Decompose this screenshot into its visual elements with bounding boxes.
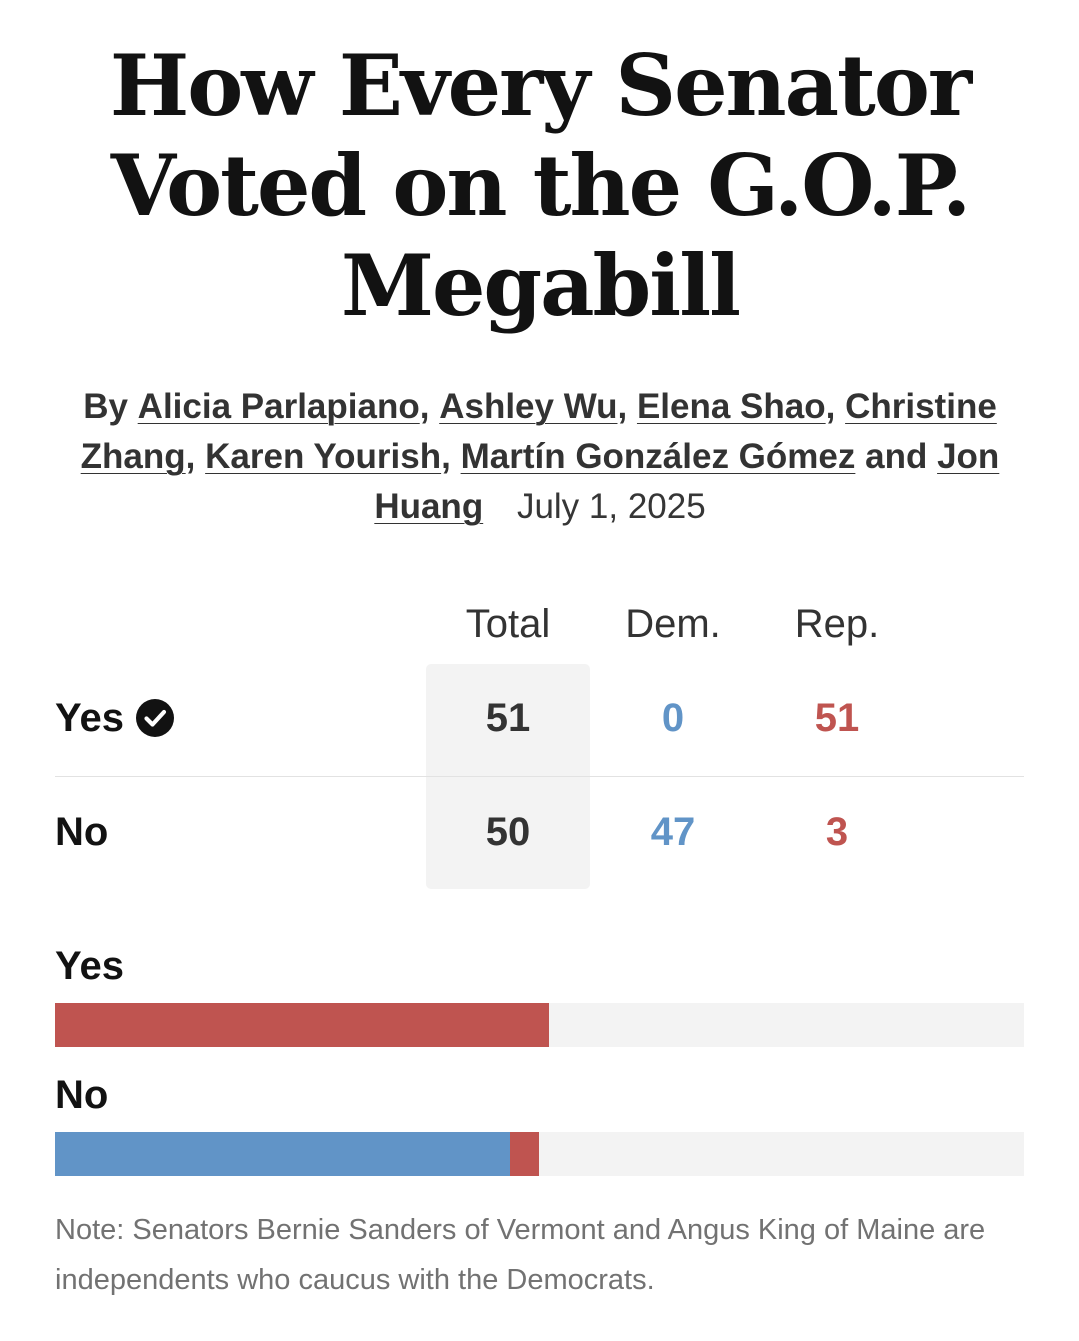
cell-no-rep: 3	[825, 810, 849, 854]
headline: How Every Senator Voted on the G.O.P. Me…	[109, 36, 972, 335]
publish-date: July 1, 2025	[516, 487, 706, 526]
row-label-no-text: No	[55, 810, 109, 854]
byline: By Alicia Parlapiano, Ashley Wu, Elena S…	[80, 387, 1000, 526]
author-link[interactable]: Alicia Parlapiano	[137, 387, 420, 426]
bar-no-rep	[510, 1132, 540, 1176]
author-link[interactable]: Martín González Gómez	[460, 437, 856, 476]
cell-no-total: 50	[485, 810, 531, 854]
row-label-no: No	[55, 808, 108, 856]
bar-label-yes: Yes	[55, 944, 124, 988]
vote-count-table: Total Dem. Rep. Yes 51 0 51 No 50 47 3	[55, 590, 1024, 895]
column-header-dem: Dem.	[625, 602, 721, 646]
bar-track-no	[55, 1132, 1024, 1176]
footnote: Note: Senators Bernie Sanders of Vermont…	[55, 1214, 986, 1296]
column-header-rep: Rep.	[794, 602, 880, 646]
bar-no-dem	[55, 1132, 511, 1176]
row-divider	[55, 776, 1024, 777]
column-header-total: Total	[465, 602, 551, 646]
cell-yes-rep: 51	[814, 696, 860, 740]
byline-conjunction: and	[865, 437, 928, 476]
author-link[interactable]: Jon Huang	[374, 437, 1000, 526]
check-circle-icon	[135, 699, 174, 737]
cell-yes-dem: 0	[661, 696, 685, 740]
author-link[interactable]: Elena Shao	[636, 387, 826, 426]
byline-prefix: By	[83, 387, 128, 426]
author-link[interactable]: Karen Yourish	[205, 437, 442, 476]
cell-no-dem: 47	[650, 810, 696, 854]
bar-label-no: No	[55, 1073, 109, 1117]
row-label-yes: Yes	[55, 694, 174, 742]
author-link[interactable]: Ashley Wu	[439, 387, 618, 426]
author-link[interactable]: Christine Zhang	[80, 387, 997, 476]
cell-yes-total: 51	[485, 696, 531, 740]
row-label-yes-text: Yes	[55, 696, 124, 740]
bar-track-yes	[55, 1003, 1024, 1047]
bar-yes-rep	[55, 1003, 550, 1047]
